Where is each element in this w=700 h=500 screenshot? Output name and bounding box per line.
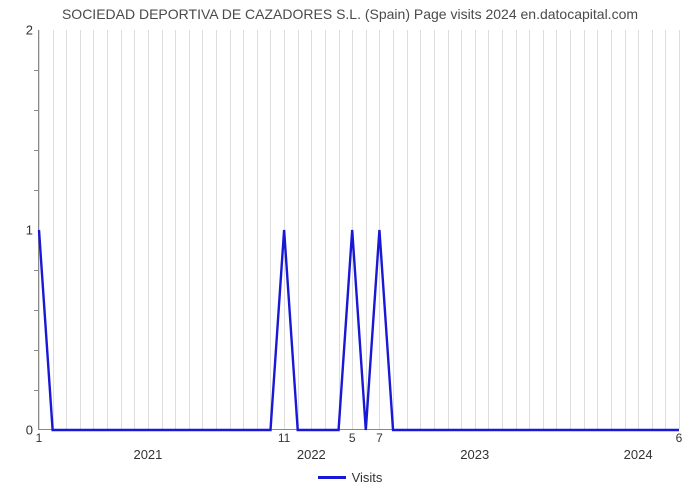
x-point-label: 1 <box>36 429 43 445</box>
line-series <box>39 30 679 430</box>
legend-label: Visits <box>352 470 383 485</box>
y-tick-label: 1 <box>26 223 39 238</box>
legend-swatch <box>318 476 346 479</box>
x-year-label: 2022 <box>297 429 326 462</box>
legend: Visits <box>0 470 700 485</box>
x-year-label: 2024 <box>624 429 653 462</box>
y-tick-label: 2 <box>26 23 39 38</box>
x-point-label: 11 <box>278 429 290 445</box>
x-year-label: 2023 <box>460 429 489 462</box>
gridline-vertical <box>679 30 680 429</box>
x-year-label: 2021 <box>133 429 162 462</box>
x-point-label: 7 <box>376 429 383 445</box>
plot-area: 0122021202220232024111576 <box>38 30 678 430</box>
chart-container: SOCIEDAD DEPORTIVA DE CAZADORES S.L. (Sp… <box>0 0 700 500</box>
x-point-label: 6 <box>676 429 683 445</box>
x-point-label: 5 <box>349 429 356 445</box>
chart-title: SOCIEDAD DEPORTIVA DE CAZADORES S.L. (Sp… <box>0 6 700 22</box>
